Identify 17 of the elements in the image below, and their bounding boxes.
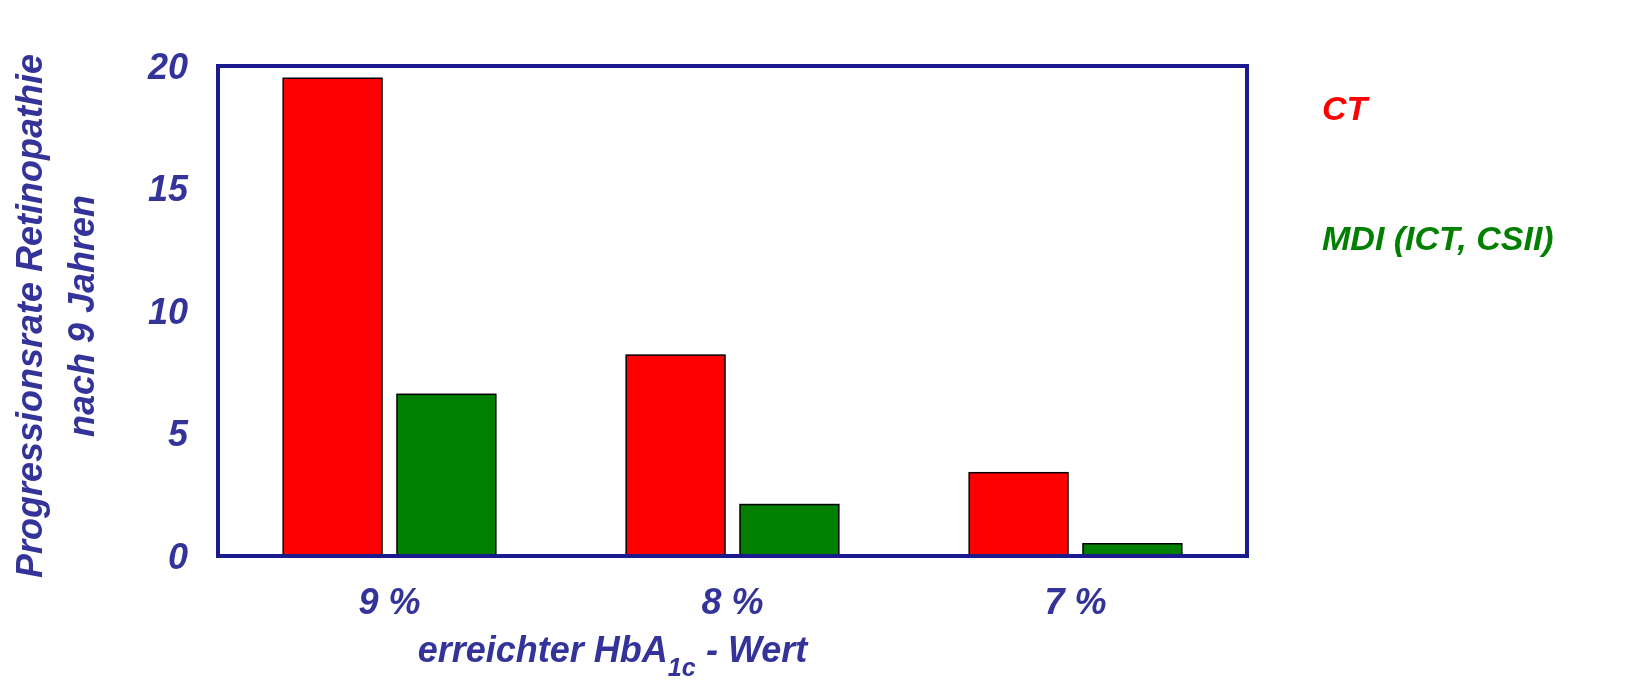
x-tick-label: 7 % bbox=[1044, 581, 1107, 622]
text: CT bbox=[1322, 89, 1371, 127]
x-axis-title: erreichter HbA$_{1c}$ - Wert bbox=[417, 629, 810, 681]
bar bbox=[625, 354, 726, 557]
y-tick-label: 0 bbox=[167, 535, 188, 577]
bar bbox=[739, 503, 840, 557]
bar bbox=[968, 471, 1069, 557]
y-tick-label: 10 bbox=[147, 290, 188, 332]
y-axis-title: Progressionsrate Retinopathie nach 9 Jahren bbox=[9, 53, 102, 579]
y-tick-label: 15 bbox=[147, 168, 189, 210]
x-tick-label: 9 % bbox=[358, 581, 421, 622]
x-tick-label: 8 % bbox=[701, 581, 764, 622]
text: MDI (ICT, CSII) bbox=[1322, 219, 1554, 257]
bar bbox=[396, 393, 497, 557]
y-tick-label: 5 bbox=[167, 413, 189, 455]
bar bbox=[282, 77, 383, 557]
y-tick-label: 20 bbox=[146, 45, 188, 87]
